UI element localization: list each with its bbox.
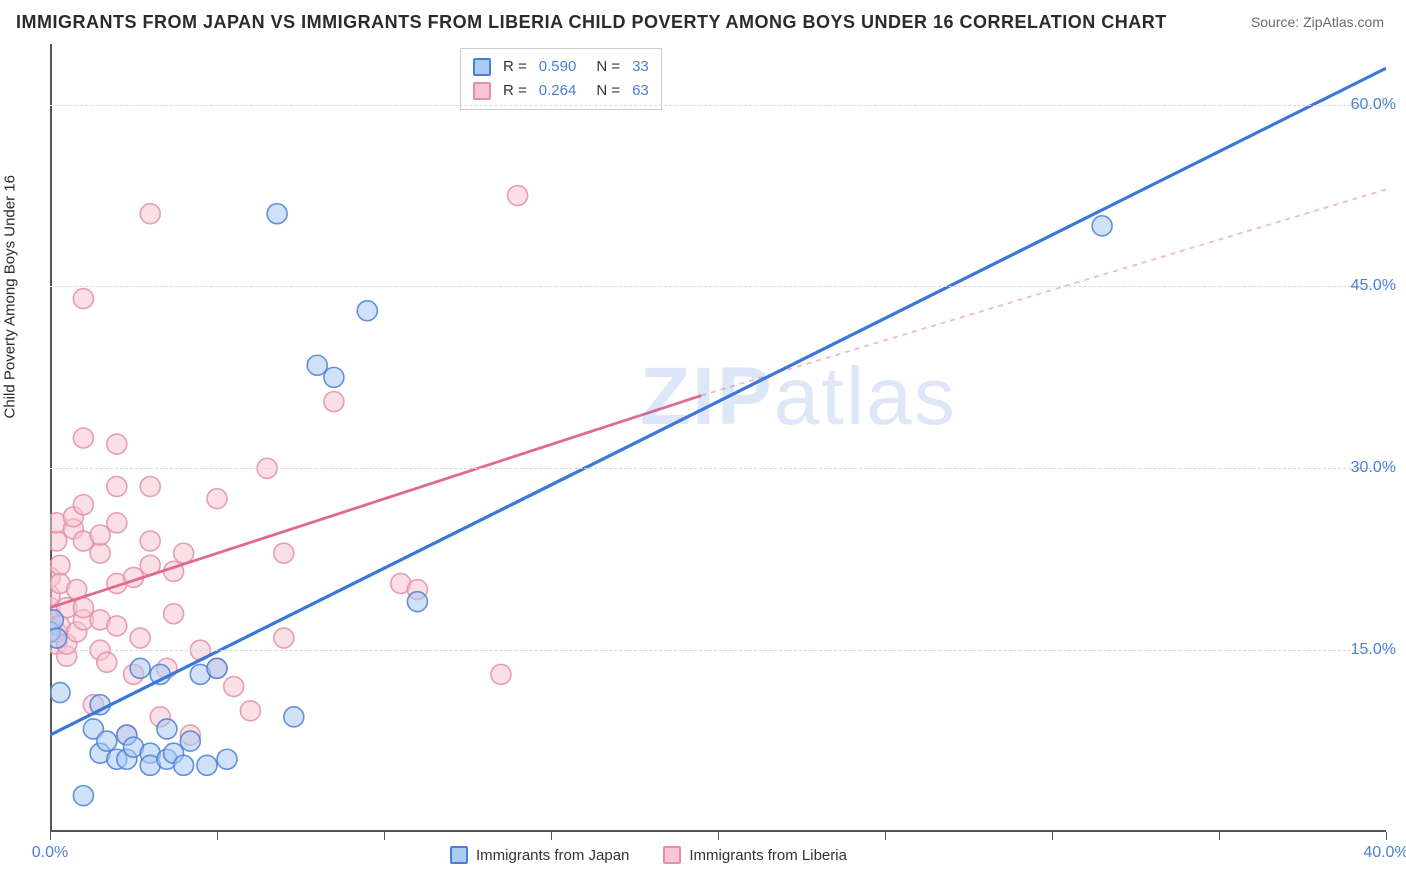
x-tick [384, 832, 385, 840]
data-point-liberia [97, 652, 117, 672]
x-tick-label: 40.0% [1363, 844, 1406, 862]
data-point-liberia [140, 531, 160, 551]
y-tick-label: 45.0% [1351, 277, 1396, 295]
data-point-japan [130, 658, 150, 678]
legend-item-liberia: Immigrants from Liberia [663, 846, 847, 864]
swatch-pink-icon [473, 82, 491, 100]
data-point-liberia [130, 628, 150, 648]
series-legend: Immigrants from Japan Immigrants from Li… [450, 846, 847, 864]
legend-row-japan: R = 0.590 N = 33 [473, 55, 649, 79]
gridline [50, 468, 1386, 469]
y-tick-label: 15.0% [1351, 641, 1396, 659]
swatch-blue-icon [450, 846, 468, 864]
japan-n-value: 33 [632, 55, 649, 79]
data-point-liberia [73, 289, 93, 309]
data-point-japan [197, 755, 217, 775]
data-point-liberia [274, 543, 294, 563]
legend-row-liberia: R = 0.264 N = 63 [473, 79, 649, 103]
legend-item-japan: Immigrants from Japan [450, 846, 629, 864]
data-point-liberia [50, 555, 70, 575]
data-point-japan [1092, 216, 1112, 236]
data-point-liberia [491, 664, 511, 684]
data-point-liberia [90, 543, 110, 563]
data-point-liberia [224, 677, 244, 697]
y-tick-label: 30.0% [1351, 459, 1396, 477]
data-point-japan [307, 355, 327, 375]
data-point-japan [50, 628, 67, 648]
y-axis-label: Child Poverty Among Boys Under 16 [2, 175, 19, 418]
data-point-liberia [140, 204, 160, 224]
data-point-liberia [73, 428, 93, 448]
r-label: R = [503, 79, 527, 103]
x-tick [50, 832, 51, 840]
correlation-legend: R = 0.590 N = 33 R = 0.264 N = 63 [460, 48, 662, 110]
legend-label-japan: Immigrants from Japan [476, 847, 629, 864]
scatter-plot-svg [50, 44, 1386, 832]
data-point-japan [217, 749, 237, 769]
gridline [50, 105, 1386, 106]
n-label: N = [596, 55, 620, 79]
x-tick-label: 0.0% [32, 844, 68, 862]
x-tick [885, 832, 886, 840]
gridline [50, 286, 1386, 287]
data-point-japan [284, 707, 304, 727]
japan-r-value: 0.590 [539, 55, 577, 79]
x-tick [551, 832, 552, 840]
data-point-japan [50, 683, 70, 703]
gridline [50, 650, 1386, 651]
legend-label-liberia: Immigrants from Liberia [689, 847, 847, 864]
data-point-liberia [73, 495, 93, 515]
data-point-liberia [107, 434, 127, 454]
data-point-japan [207, 658, 227, 678]
data-point-liberia [508, 186, 528, 206]
y-tick-label: 60.0% [1351, 96, 1396, 114]
source-attribution: Source: ZipAtlas.com [1251, 14, 1384, 30]
data-point-japan [407, 592, 427, 612]
trend-line-liberia-dashed [701, 189, 1386, 395]
data-point-liberia [174, 543, 194, 563]
liberia-n-value: 63 [632, 79, 649, 103]
n-label: N = [596, 79, 620, 103]
data-point-japan [174, 755, 194, 775]
data-point-liberia [140, 476, 160, 496]
data-point-liberia [90, 525, 110, 545]
data-point-liberia [240, 701, 260, 721]
data-point-japan [324, 367, 344, 387]
data-point-liberia [73, 598, 93, 618]
x-tick [718, 832, 719, 840]
x-tick [1052, 832, 1053, 840]
data-point-liberia [207, 489, 227, 509]
data-point-liberia [324, 392, 344, 412]
data-point-liberia [107, 476, 127, 496]
data-point-japan [357, 301, 377, 321]
data-point-japan [267, 204, 287, 224]
data-point-liberia [164, 604, 184, 624]
data-point-liberia [274, 628, 294, 648]
data-point-japan [157, 719, 177, 739]
liberia-r-value: 0.264 [539, 79, 577, 103]
data-point-liberia [107, 513, 127, 533]
data-point-liberia [107, 616, 127, 636]
data-point-japan [73, 786, 93, 806]
chart-title: IMMIGRANTS FROM JAPAN VS IMMIGRANTS FROM… [16, 12, 1167, 33]
swatch-pink-icon [663, 846, 681, 864]
trend-line-liberia [50, 396, 701, 608]
data-point-japan [50, 610, 63, 630]
x-tick [1386, 832, 1387, 840]
trend-line-japan [50, 68, 1386, 735]
x-tick [1219, 832, 1220, 840]
data-point-japan [180, 731, 200, 751]
swatch-blue-icon [473, 58, 491, 76]
data-point-japan [97, 731, 117, 751]
x-tick [217, 832, 218, 840]
r-label: R = [503, 55, 527, 79]
